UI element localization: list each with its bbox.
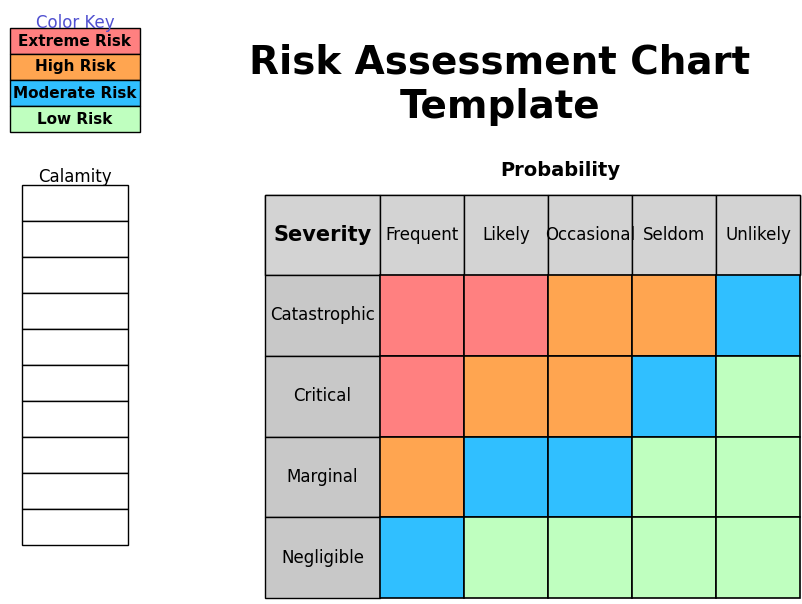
Text: Calamity: Calamity [38,168,111,186]
Bar [265,356,379,437]
Bar [464,437,547,517]
Bar [715,437,799,517]
Bar [265,437,379,517]
Text: Low Risk: Low Risk [37,112,112,126]
Bar [631,195,715,275]
Bar [265,275,379,356]
Bar [715,275,799,356]
Text: Moderate Risk: Moderate Risk [14,86,136,100]
Bar [379,437,464,517]
Bar [10,106,140,132]
Text: Color Key: Color Key [35,14,114,32]
Text: Negligible: Negligible [281,548,363,567]
Bar [464,517,547,598]
Bar [631,275,715,356]
Text: Extreme Risk: Extreme Risk [18,33,132,48]
Bar [715,356,799,437]
Bar [265,517,379,598]
Bar [22,473,128,509]
Bar [547,517,631,598]
Bar [464,356,547,437]
Text: Occasional: Occasional [545,226,634,244]
Bar [547,437,631,517]
Bar [379,517,464,598]
Bar [379,356,464,437]
Text: Likely: Likely [481,226,529,244]
Text: Risk Assessment Chart
Template: Risk Assessment Chart Template [249,44,750,126]
Text: Frequent: Frequent [385,226,458,244]
Bar [22,437,128,473]
Text: Marginal: Marginal [286,468,358,486]
Bar [379,275,464,356]
Bar [22,185,128,221]
Text: Seldom: Seldom [642,226,704,244]
Bar [22,257,128,293]
Bar [10,80,140,106]
Bar [631,517,715,598]
Bar [631,437,715,517]
Bar [464,275,547,356]
Bar [265,195,799,275]
Bar [547,195,631,275]
Text: Catastrophic: Catastrophic [269,306,375,324]
Bar [715,517,799,598]
Text: Unlikely: Unlikely [724,226,790,244]
Bar [22,329,128,365]
Bar [631,356,715,437]
Bar [22,365,128,401]
Bar [10,54,140,80]
Bar [10,28,140,54]
Text: Severity: Severity [273,225,371,245]
Bar [547,275,631,356]
Text: Critical: Critical [294,387,351,405]
Bar [379,195,464,275]
Bar [464,195,547,275]
Bar [22,401,128,437]
Bar [265,195,379,275]
Bar [547,356,631,437]
Bar [715,195,799,275]
Text: Probability: Probability [500,161,619,179]
Bar [22,293,128,329]
Bar [22,221,128,257]
Bar [22,509,128,545]
Text: High Risk: High Risk [34,60,115,74]
